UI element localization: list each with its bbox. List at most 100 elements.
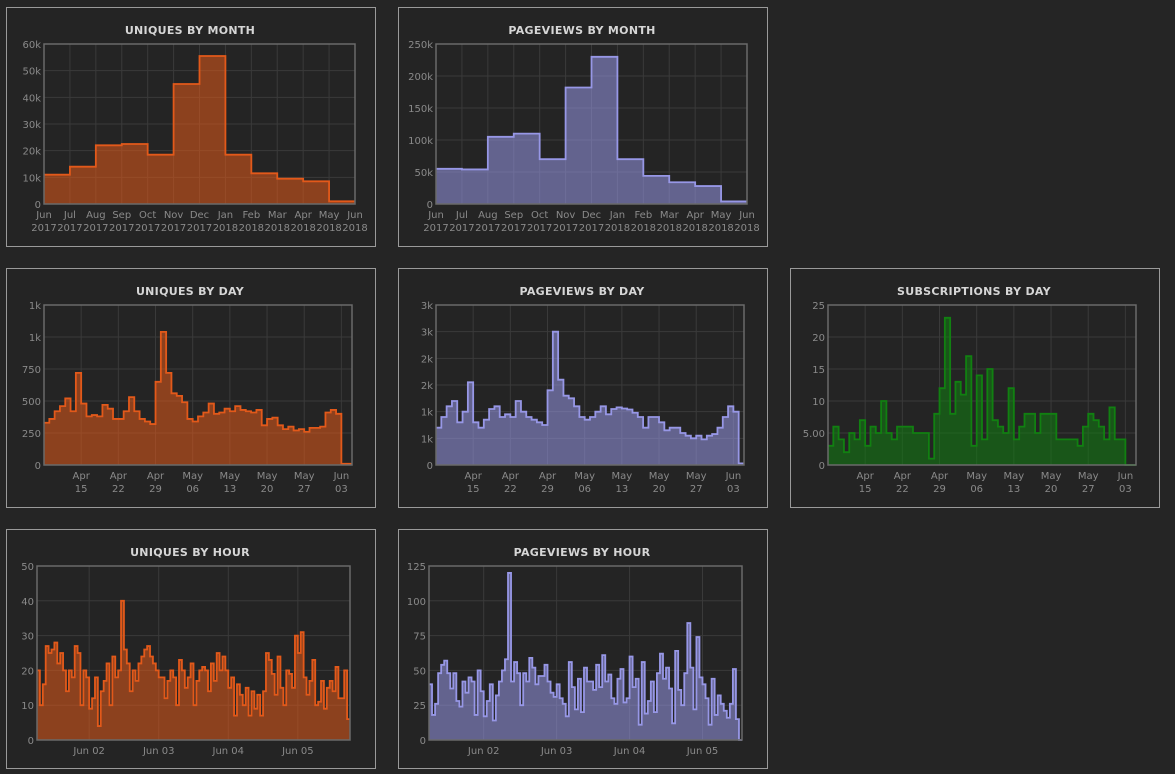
chart-title: PAGEVIEWS BY MONTH (508, 24, 655, 37)
uniques-day-svg: UNIQUES BY DAY 0 250 500 750 1k 1k Apr 15 Apr 22 Ap… (22, 285, 353, 495)
data-step (520, 705, 523, 740)
data-step (231, 677, 234, 740)
data-step (129, 397, 134, 465)
data-step (60, 406, 65, 465)
data-step (590, 417, 595, 465)
data-step (670, 428, 675, 465)
x-tick-sublabel: 27 (690, 484, 703, 495)
x-tick-sublabel: 2018 (605, 223, 630, 234)
x-tick-label: May (649, 471, 670, 482)
data-step (627, 410, 632, 465)
data-step (240, 410, 245, 465)
x-tick-sublabel: 2018 (342, 223, 367, 234)
x-tick-sublabel: 20 (1045, 484, 1058, 495)
data-step (46, 646, 49, 740)
data-step (280, 688, 283, 740)
data-step (553, 332, 558, 465)
data-step (593, 690, 596, 740)
data-step (462, 169, 488, 204)
data-step (699, 677, 702, 740)
data-step (295, 636, 298, 740)
data-step (484, 716, 487, 740)
plot-frame (827, 304, 1137, 466)
data-step (89, 709, 92, 740)
data-step (712, 434, 717, 465)
data-step (678, 690, 681, 740)
x-tick-label: Aug (86, 210, 106, 221)
data-step (489, 409, 494, 465)
data-step (630, 656, 633, 740)
x-tick-label: Jul (63, 210, 76, 221)
x-tick-label: Apr (73, 471, 91, 482)
data-step (468, 382, 473, 465)
data-step (118, 419, 123, 465)
data-step (140, 419, 145, 465)
y-tick-label: 150k (408, 104, 433, 115)
data-step (432, 715, 435, 740)
data-step (961, 395, 966, 465)
y-tick-label: 50 (21, 562, 34, 573)
data-step (307, 695, 310, 740)
data-step (315, 428, 320, 465)
data-step (638, 417, 643, 465)
data-step (691, 438, 696, 465)
x-tick-sublabel: 15 (75, 484, 88, 495)
data-step (908, 427, 913, 465)
y-tick-label: 10 (21, 701, 34, 712)
data-step (167, 681, 170, 740)
data-step (505, 659, 508, 740)
x-tick-sublabel: 06 (186, 484, 199, 495)
data-step (950, 414, 955, 465)
y-tick-label: 60k (22, 40, 41, 51)
x-tick-label: May (1078, 471, 1099, 482)
data-step (484, 420, 489, 465)
data-step (870, 427, 875, 465)
data-step (309, 681, 312, 740)
data-step (256, 410, 261, 465)
data-step (66, 691, 69, 740)
data-step (516, 401, 521, 465)
x-tick-sublabel: 2018 (239, 223, 264, 234)
data-step (225, 670, 228, 740)
data-step (251, 413, 256, 465)
data-step (44, 423, 49, 465)
data-step (254, 709, 257, 740)
x-tick-label: May (319, 210, 340, 221)
data-step (277, 179, 303, 204)
data-step (191, 663, 194, 740)
data-step (289, 674, 292, 740)
data-step (249, 716, 252, 740)
x-tick-label: Jul (455, 210, 468, 221)
data-step (828, 446, 833, 465)
x-tick-label: Mar (268, 210, 288, 221)
data-step (544, 665, 547, 740)
x-tick-label: May (294, 471, 315, 482)
data-step (1024, 414, 1029, 465)
data-step (499, 682, 502, 740)
data-step (736, 719, 739, 740)
data-step (336, 667, 339, 740)
data-step (1051, 414, 1056, 465)
plot-frame (43, 43, 356, 205)
data-step (666, 668, 669, 740)
data-step (435, 704, 438, 740)
data-step (294, 430, 299, 465)
data-step (109, 705, 112, 740)
x-tick-sublabel: 03 (335, 484, 348, 495)
data-step (608, 675, 611, 740)
data-step (246, 688, 249, 740)
x-tick-label: Jun (427, 210, 444, 221)
x-tick-label: Jun 04 (613, 746, 646, 757)
data-step (971, 446, 976, 465)
data-step (1046, 414, 1051, 465)
data-step (535, 684, 538, 740)
data-step (526, 417, 531, 465)
data-step (187, 419, 192, 465)
x-tick-sublabel: 20 (653, 484, 666, 495)
data-step (225, 409, 230, 465)
data-step (436, 169, 462, 204)
x-tick-label: Jun (35, 210, 52, 221)
x-tick-sublabel: 22 (504, 484, 517, 495)
data-step (251, 691, 254, 740)
x-tick-label: May (257, 471, 278, 482)
